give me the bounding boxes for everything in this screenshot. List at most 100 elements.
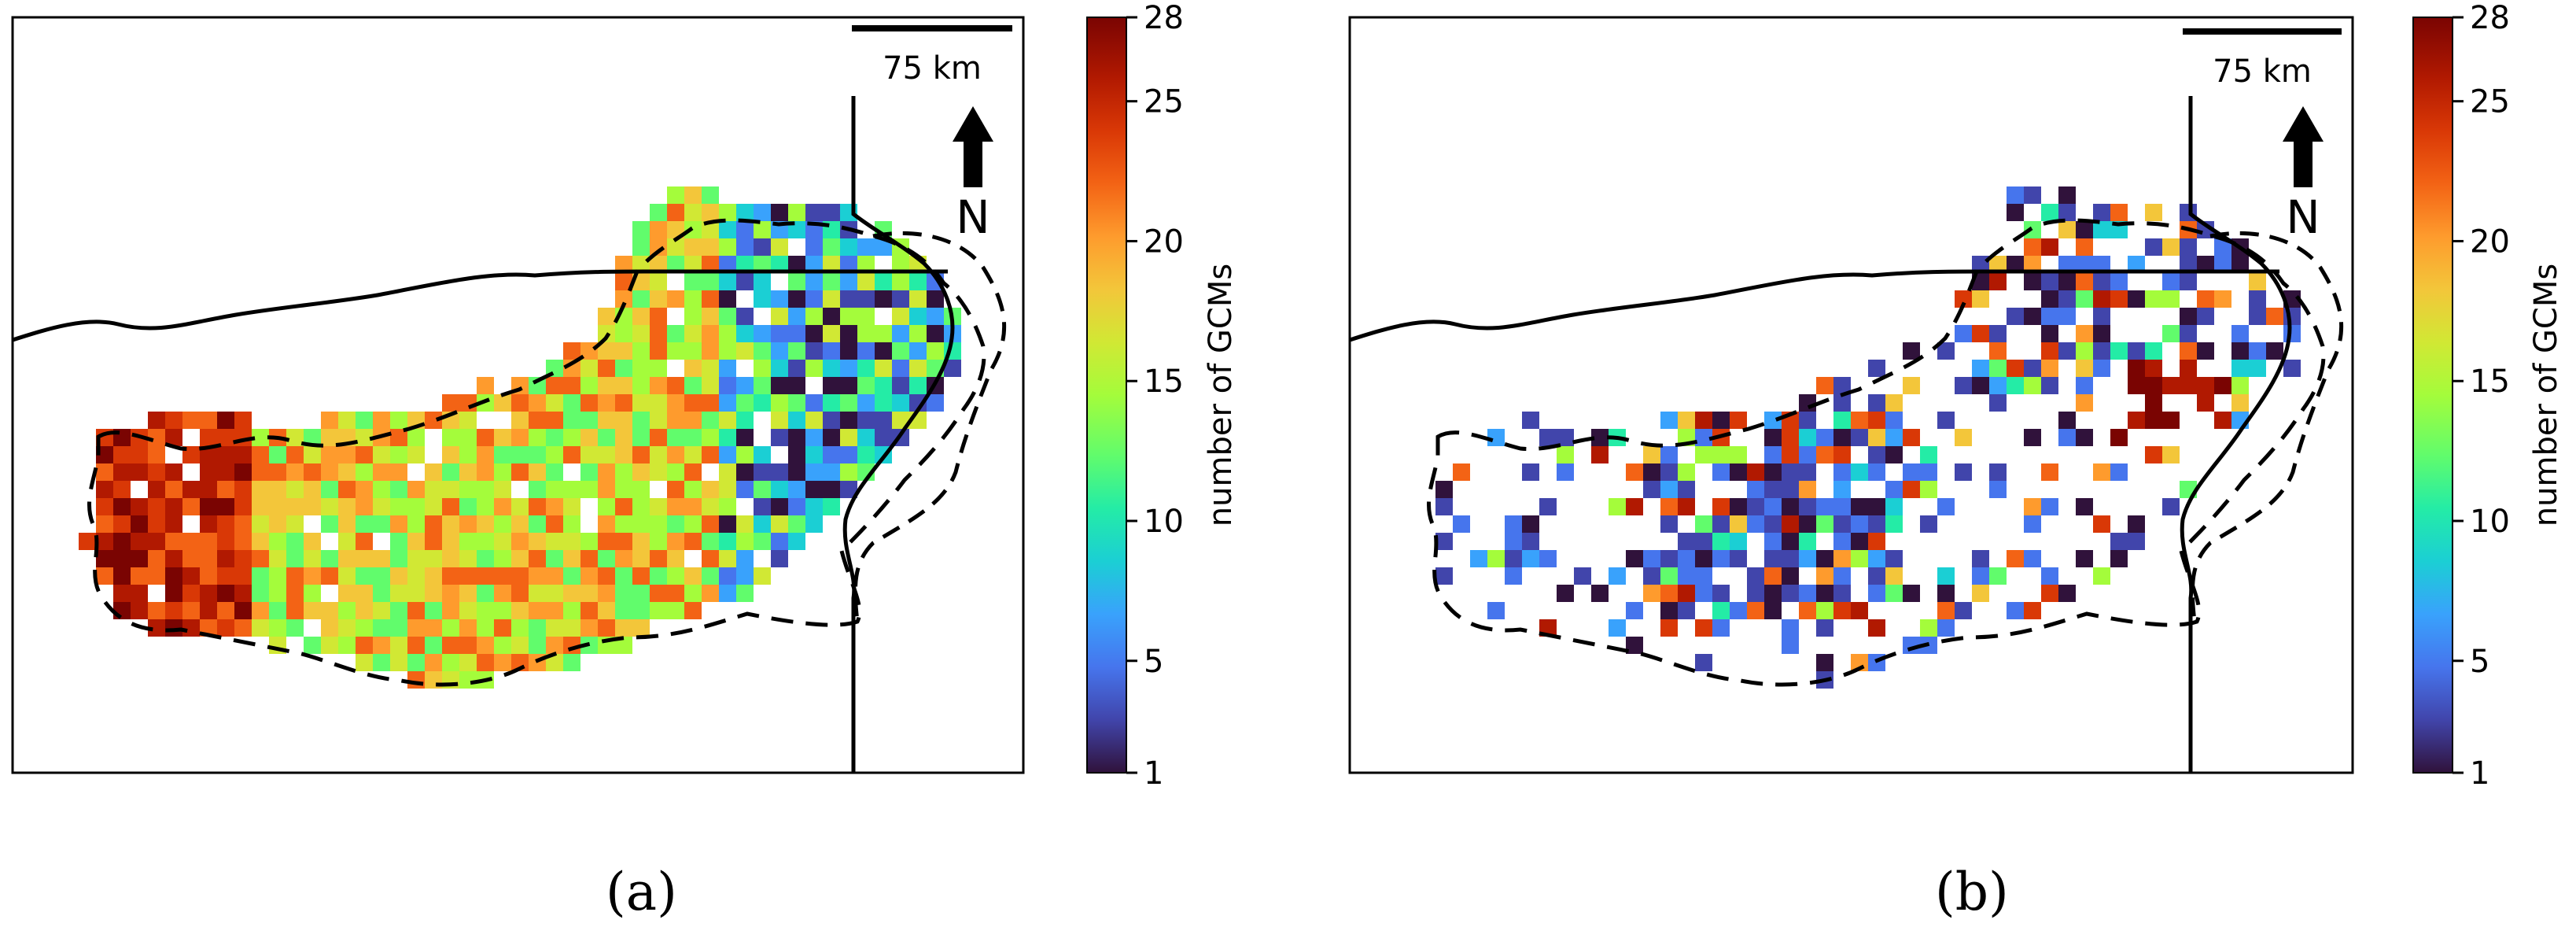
map-cell xyxy=(200,429,217,446)
map-cell xyxy=(650,429,667,446)
map-cell xyxy=(736,446,754,463)
map-cell xyxy=(546,515,563,533)
map-cell xyxy=(650,585,667,602)
map-cell xyxy=(650,238,667,256)
map-cell xyxy=(494,654,511,671)
map-cell xyxy=(1695,446,1712,463)
map-cell xyxy=(529,412,546,429)
colorbar-tick-label: 28 xyxy=(2470,0,2510,36)
map-cell xyxy=(321,463,338,481)
map-cell xyxy=(442,394,459,412)
map-cell xyxy=(615,567,632,585)
map-cell xyxy=(356,463,373,481)
map-cell xyxy=(442,619,459,637)
map-cell xyxy=(459,637,477,654)
map-cell xyxy=(338,498,356,515)
map-cell xyxy=(788,429,805,446)
map-cell xyxy=(1885,585,1903,602)
map-cell xyxy=(840,360,857,377)
map-cell xyxy=(390,498,407,515)
map-cell xyxy=(1972,585,1989,602)
map-cell xyxy=(477,498,494,515)
map-cell xyxy=(1989,567,2007,585)
map-cell xyxy=(356,567,373,585)
map-cell xyxy=(684,429,702,446)
map-cell xyxy=(79,533,96,550)
map-cell xyxy=(1730,463,1747,481)
map-cell xyxy=(2024,360,2041,377)
map-cell xyxy=(736,308,754,325)
map-cell xyxy=(909,377,927,394)
map-cell xyxy=(736,533,754,550)
map-cell xyxy=(390,412,407,429)
map-cell xyxy=(857,238,875,256)
map-cell xyxy=(1695,412,1712,429)
map-cell xyxy=(200,567,217,585)
map-cell xyxy=(702,238,719,256)
map-cell xyxy=(338,619,356,637)
map-cell xyxy=(771,238,788,256)
map-cell xyxy=(546,429,563,446)
map-cell xyxy=(1782,498,1799,515)
map-cell xyxy=(1868,446,1885,463)
map-cell xyxy=(1833,498,1851,515)
map-cell xyxy=(234,463,252,481)
map-cell xyxy=(788,463,805,481)
map-cell xyxy=(1903,585,1920,602)
map-cell xyxy=(615,342,632,360)
map-cell xyxy=(148,498,165,515)
map-cell xyxy=(598,394,615,412)
map-cell xyxy=(857,308,875,325)
map-cell xyxy=(494,585,511,602)
map-cell xyxy=(1712,463,1730,481)
map-cell xyxy=(2093,256,2110,273)
map-cell xyxy=(304,550,321,567)
map-cell xyxy=(529,602,546,619)
map-cell xyxy=(1660,567,1678,585)
map-cell xyxy=(736,273,754,290)
map-cell xyxy=(1851,533,1868,550)
map-cell xyxy=(788,342,805,360)
map-cell xyxy=(269,619,286,637)
map-cell xyxy=(2145,394,2162,412)
map-cell xyxy=(2058,186,2076,204)
map-cell xyxy=(580,446,598,463)
map-cell xyxy=(2076,256,2093,273)
map-cell xyxy=(200,412,217,429)
map-cell xyxy=(407,533,425,550)
map-cell xyxy=(632,221,650,238)
map-cell xyxy=(286,446,304,463)
map-cell xyxy=(580,533,598,550)
map-cell xyxy=(632,498,650,515)
map-cell xyxy=(459,429,477,446)
map-cell xyxy=(407,515,425,533)
map-cell xyxy=(252,619,269,637)
north-label-b: N xyxy=(2286,190,2320,244)
colorbar-tick-label: 25 xyxy=(2470,84,2510,120)
map-cell xyxy=(390,463,407,481)
map-cell xyxy=(1833,377,1851,394)
map-cell xyxy=(719,394,736,412)
map-cell xyxy=(2231,256,2249,273)
map-cell xyxy=(892,412,909,429)
map-cell xyxy=(2231,325,2249,342)
map-cell xyxy=(477,533,494,550)
map-cell xyxy=(2041,290,2058,308)
map-cell xyxy=(598,515,615,533)
map-cell xyxy=(650,602,667,619)
map-cell xyxy=(2145,446,2162,463)
map-cell xyxy=(823,273,840,290)
map-cell xyxy=(2283,325,2301,342)
map-cell xyxy=(823,308,840,325)
map-cell xyxy=(200,533,217,550)
map-cell xyxy=(165,498,182,515)
map-cell xyxy=(321,550,338,567)
colorbar-tick-label: 15 xyxy=(1144,364,1184,400)
map-cell xyxy=(667,394,684,412)
map-cell xyxy=(1989,256,2007,273)
map-cell xyxy=(632,515,650,533)
colorbar-tick-label: 5 xyxy=(2470,644,2489,680)
map-cell xyxy=(1660,446,1678,463)
